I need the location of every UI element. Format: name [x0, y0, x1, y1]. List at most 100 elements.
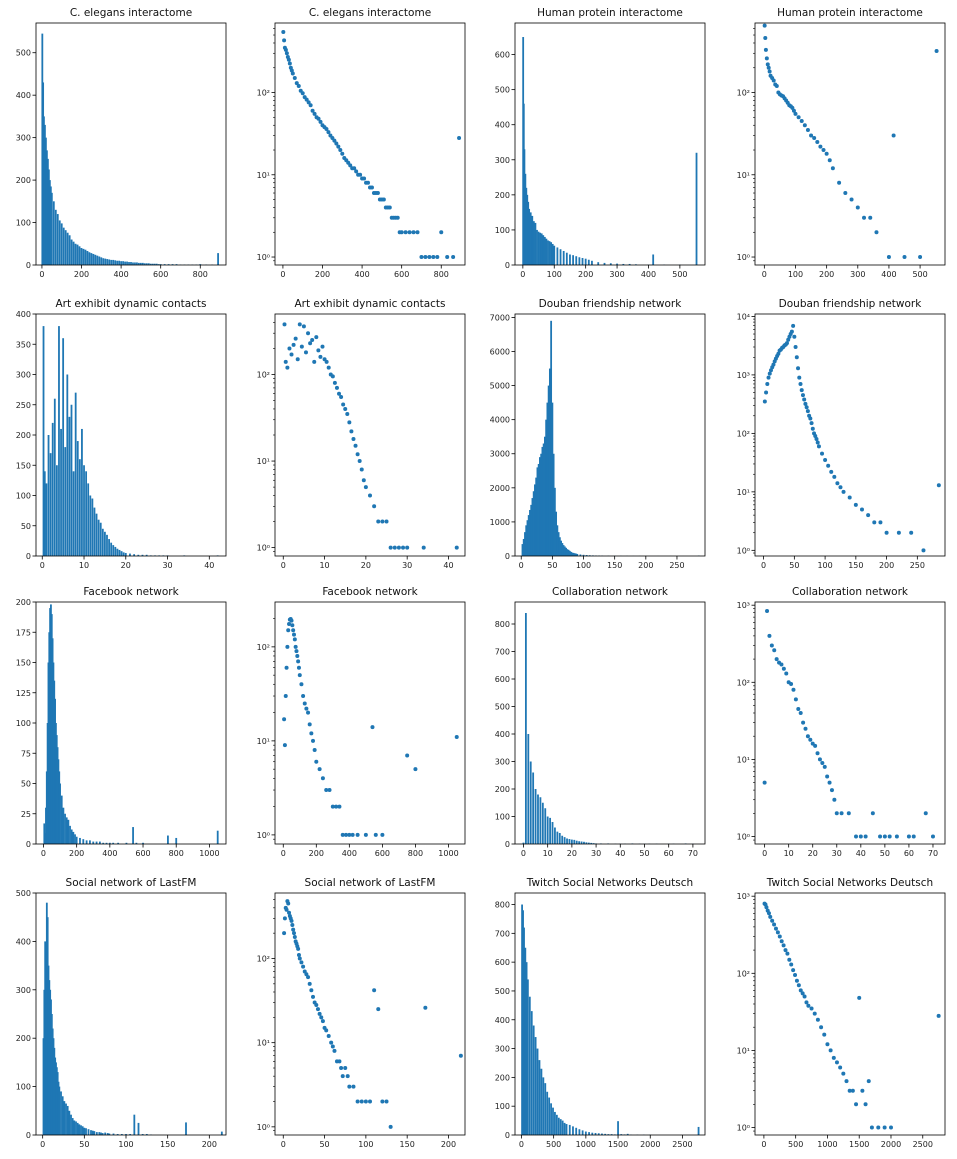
- scatter-point: [787, 957, 792, 962]
- hist-bar: [47, 169, 50, 265]
- scatter-point: [832, 474, 837, 479]
- axes-frame: [754, 601, 946, 845]
- chart-title: Art exhibit dynamic contacts: [294, 298, 445, 310]
- y-tick-label: 0: [505, 261, 510, 270]
- scatter-point: [805, 734, 810, 739]
- y-tick-label: 4000: [490, 416, 510, 425]
- x-tick-label: 50: [789, 561, 799, 570]
- hist-bar: [112, 842, 115, 844]
- y-tick-label: 0: [505, 1131, 510, 1140]
- scatter-point: [297, 673, 302, 678]
- hist-bar: [551, 402, 554, 556]
- hist-bar: [76, 244, 79, 265]
- hist-bar: [603, 262, 606, 265]
- x-tick-label: 500: [672, 270, 687, 279]
- hist-bar: [112, 1133, 115, 1135]
- scatter-point: [292, 931, 296, 936]
- hist-bar: [565, 547, 567, 556]
- scatter-point: [793, 973, 798, 978]
- hist-bar: [557, 532, 560, 556]
- scatter-point: [293, 644, 298, 649]
- hist-bar: [108, 259, 111, 265]
- scatter-point: [388, 545, 393, 550]
- scatter-point: [396, 545, 401, 550]
- hist-bar: [544, 436, 546, 556]
- hist-bar: [97, 519, 100, 556]
- scatter-point: [332, 138, 337, 143]
- scatter-point: [355, 452, 360, 457]
- scatter-point: [337, 391, 342, 396]
- y-tick-label: 800: [495, 620, 510, 629]
- y-tick-label: 10³: [737, 892, 750, 901]
- hist-bar: [64, 447, 67, 556]
- scatter-point: [815, 751, 820, 756]
- hist-bar: [540, 453, 543, 556]
- y-tick-label: 250: [16, 401, 31, 410]
- marks-facebook-scatter: [282, 616, 459, 837]
- y-tick-label: 0: [26, 552, 31, 561]
- y-tick-label: 200: [16, 176, 31, 185]
- hist-bar: [527, 515, 530, 556]
- hist-bar: [532, 772, 535, 844]
- hist-bar: [157, 264, 160, 265]
- hist-bar: [106, 534, 108, 556]
- y-tick-label: 100: [495, 1102, 510, 1111]
- hist-bar: [604, 1133, 607, 1135]
- scatter-point: [324, 788, 329, 793]
- y-tick-label: 10⁰: [737, 253, 750, 262]
- scatter-point: [767, 371, 772, 376]
- hist-bar: [544, 808, 547, 844]
- hist-bar: [576, 553, 579, 556]
- scatter-point: [372, 988, 377, 993]
- hist-bar: [117, 842, 120, 844]
- hist-bar: [122, 552, 125, 556]
- hist-bar: [65, 1103, 67, 1135]
- scatter-point: [295, 357, 300, 362]
- x-tick-label: 0: [761, 561, 766, 570]
- x-tick-label: 0: [762, 849, 767, 858]
- hist-bar: [124, 261, 126, 265]
- hist-bar: [530, 1011, 533, 1135]
- x-tick-label: 1000: [576, 1140, 596, 1149]
- hist-bar: [566, 549, 569, 556]
- marks-c-elegans-hist: [41, 33, 219, 265]
- y-tick-label: 10⁴: [737, 312, 750, 321]
- hist-bar: [116, 260, 119, 265]
- y-tick-label: 150: [16, 659, 31, 668]
- x-tick-label: 10: [543, 849, 553, 858]
- hist-bar: [561, 1120, 564, 1135]
- scatter-point: [368, 493, 372, 498]
- scatter-point: [320, 1019, 325, 1024]
- hist-bar: [85, 471, 88, 556]
- scatter-point: [766, 911, 771, 916]
- hist-bar: [537, 463, 540, 556]
- scatter-point: [283, 694, 288, 699]
- hist-bar: [76, 1122, 79, 1135]
- hist-bar: [100, 257, 103, 265]
- x-tick-label: 0: [41, 849, 46, 858]
- scatter-point: [297, 956, 302, 961]
- hist-bar: [567, 549, 570, 556]
- hist-bar: [556, 831, 559, 844]
- scatter-point: [832, 797, 837, 802]
- hist-bar: [572, 552, 575, 556]
- scatter-point: [303, 350, 308, 355]
- chart-title: Collaboration network: [552, 586, 669, 598]
- hist-bar: [537, 794, 539, 844]
- hist-bar: [546, 402, 549, 556]
- scatter-point: [304, 972, 309, 977]
- hist-bar: [584, 1131, 587, 1135]
- hist-bar: [572, 1126, 574, 1135]
- scatter-point: [844, 1079, 849, 1084]
- scatter-point: [299, 344, 304, 349]
- hist-bar: [530, 504, 533, 556]
- scatter-point: [282, 322, 287, 327]
- scatter-point: [366, 180, 371, 185]
- panel-lastfm-scatter: Social network of LastFM 0 50 100 150 200 10⁰ 1…: [257, 877, 466, 1149]
- hist-bar: [110, 542, 113, 556]
- scatter-point: [809, 421, 814, 426]
- x-tick-label: 20: [567, 849, 577, 858]
- scatter-point: [855, 205, 860, 210]
- scatter-point: [774, 657, 779, 662]
